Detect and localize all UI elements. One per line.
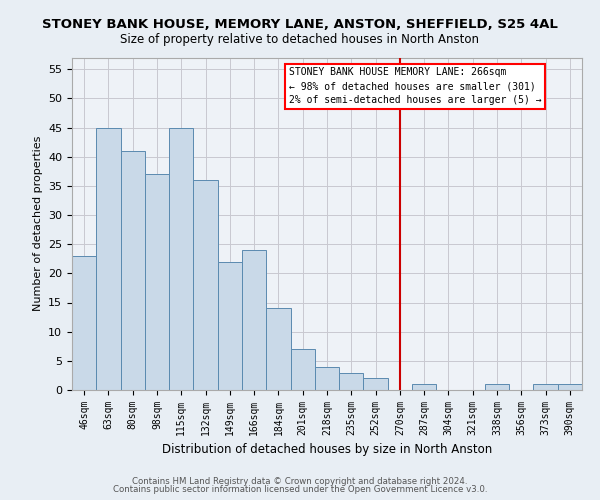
Bar	[218, 262, 242, 390]
Bar	[533, 384, 558, 390]
Bar	[315, 366, 339, 390]
Bar	[72, 256, 96, 390]
Bar	[96, 128, 121, 390]
Bar	[485, 384, 509, 390]
Bar	[364, 378, 388, 390]
Y-axis label: Number of detached properties: Number of detached properties	[32, 136, 43, 312]
Bar	[290, 349, 315, 390]
Bar	[145, 174, 169, 390]
Text: Contains HM Land Registry data © Crown copyright and database right 2024.: Contains HM Land Registry data © Crown c…	[132, 477, 468, 486]
Text: Size of property relative to detached houses in North Anston: Size of property relative to detached ho…	[121, 32, 479, 46]
Bar	[121, 151, 145, 390]
Bar	[169, 128, 193, 390]
Bar	[266, 308, 290, 390]
Bar	[193, 180, 218, 390]
Bar	[412, 384, 436, 390]
Bar	[242, 250, 266, 390]
Text: Contains public sector information licensed under the Open Government Licence v3: Contains public sector information licen…	[113, 486, 487, 494]
X-axis label: Distribution of detached houses by size in North Anston: Distribution of detached houses by size …	[162, 444, 492, 456]
Text: STONEY BANK HOUSE MEMORY LANE: 266sqm
← 98% of detached houses are smaller (301): STONEY BANK HOUSE MEMORY LANE: 266sqm ← …	[289, 68, 541, 106]
Bar	[339, 372, 364, 390]
Bar	[558, 384, 582, 390]
Text: STONEY BANK HOUSE, MEMORY LANE, ANSTON, SHEFFIELD, S25 4AL: STONEY BANK HOUSE, MEMORY LANE, ANSTON, …	[42, 18, 558, 30]
